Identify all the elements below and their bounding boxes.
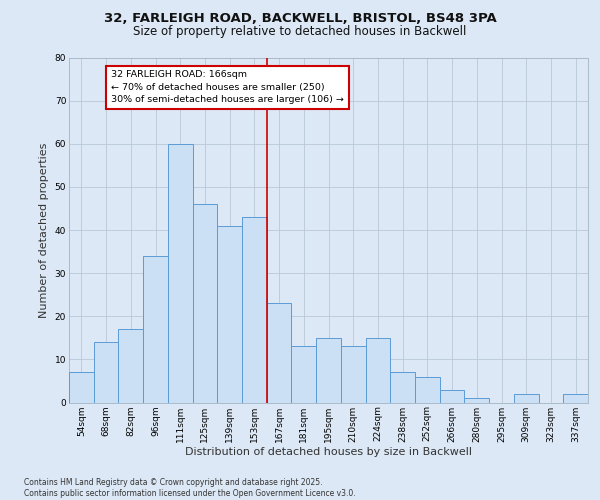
Bar xyxy=(267,304,292,402)
Bar xyxy=(69,372,94,402)
Bar xyxy=(94,342,118,402)
Bar xyxy=(440,390,464,402)
Bar xyxy=(514,394,539,402)
X-axis label: Distribution of detached houses by size in Backwell: Distribution of detached houses by size … xyxy=(185,447,472,457)
Bar xyxy=(563,394,588,402)
Bar xyxy=(365,338,390,402)
Bar xyxy=(242,217,267,402)
Bar xyxy=(118,329,143,402)
Bar xyxy=(292,346,316,403)
Bar xyxy=(193,204,217,402)
Bar xyxy=(168,144,193,403)
Bar xyxy=(217,226,242,402)
Text: Size of property relative to detached houses in Backwell: Size of property relative to detached ho… xyxy=(133,25,467,38)
Text: 32, FARLEIGH ROAD, BACKWELL, BRISTOL, BS48 3PA: 32, FARLEIGH ROAD, BACKWELL, BRISTOL, BS… xyxy=(104,12,496,26)
Text: 32 FARLEIGH ROAD: 166sqm
← 70% of detached houses are smaller (250)
30% of semi-: 32 FARLEIGH ROAD: 166sqm ← 70% of detach… xyxy=(111,70,344,104)
Text: Contains HM Land Registry data © Crown copyright and database right 2025.
Contai: Contains HM Land Registry data © Crown c… xyxy=(24,478,356,498)
Bar xyxy=(464,398,489,402)
Bar xyxy=(316,338,341,402)
Bar xyxy=(143,256,168,402)
Y-axis label: Number of detached properties: Number of detached properties xyxy=(39,142,49,318)
Bar xyxy=(390,372,415,402)
Bar xyxy=(341,346,365,403)
Bar xyxy=(415,376,440,402)
